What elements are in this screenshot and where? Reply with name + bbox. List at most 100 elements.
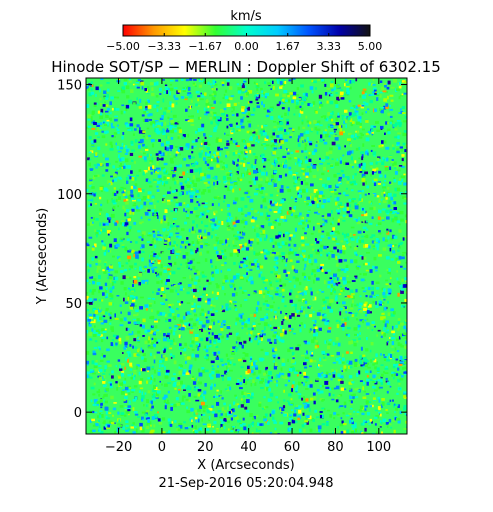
doppler-pixel	[204, 258, 208, 262]
doppler-pixel	[201, 308, 204, 312]
doppler-pixel	[305, 188, 309, 193]
doppler-pixel	[403, 395, 406, 399]
doppler-pixel	[92, 245, 95, 249]
doppler-pixel	[254, 158, 257, 161]
doppler-pixel	[268, 295, 273, 297]
doppler-pixel	[92, 403, 97, 406]
doppler-pixel	[355, 253, 358, 256]
doppler-pixel	[102, 223, 106, 226]
doppler-pixel	[356, 340, 359, 343]
doppler-pixel	[269, 193, 274, 197]
doppler-pixel	[288, 251, 291, 255]
doppler-pixel	[347, 295, 351, 298]
doppler-pixel	[375, 161, 378, 165]
doppler-pixel	[303, 306, 306, 309]
doppler-pixel	[337, 249, 339, 253]
doppler-pixel	[201, 139, 205, 143]
doppler-pixel	[360, 364, 365, 367]
doppler-pixel	[187, 86, 191, 91]
doppler-pixel	[252, 163, 255, 166]
doppler-pixel	[262, 408, 265, 410]
doppler-pixel	[218, 138, 222, 143]
doppler-pixel	[129, 353, 131, 357]
doppler-pixel	[127, 174, 131, 177]
doppler-pixel	[227, 207, 230, 211]
doppler-pixel	[303, 254, 306, 258]
doppler-pixel	[298, 405, 302, 410]
doppler-pixel	[327, 345, 331, 350]
doppler-pixel	[125, 420, 129, 423]
doppler-pixel	[240, 261, 244, 264]
doppler-pixel	[142, 189, 145, 193]
doppler-pixel	[100, 203, 103, 207]
doppler-pixel	[385, 91, 388, 94]
doppler-pixel	[269, 283, 272, 287]
doppler-pixel	[305, 402, 308, 407]
doppler-pixel	[240, 231, 243, 235]
doppler-pixel	[92, 372, 97, 375]
doppler-pixel	[372, 358, 375, 361]
doppler-pixel	[217, 123, 219, 126]
doppler-pixel	[389, 243, 393, 248]
doppler-pixel	[310, 183, 314, 187]
doppler-pixel	[304, 199, 307, 201]
doppler-pixel	[373, 125, 376, 128]
doppler-pixel	[350, 403, 353, 406]
doppler-pixel	[358, 116, 362, 120]
doppler-pixel	[280, 216, 284, 219]
doppler-pixel	[95, 423, 99, 427]
doppler-pixel	[361, 156, 364, 161]
doppler-pixel	[364, 193, 367, 196]
doppler-pixel	[139, 426, 143, 431]
doppler-pixel	[336, 263, 339, 267]
doppler-pixel	[270, 174, 275, 178]
doppler-pixel	[208, 345, 212, 347]
doppler-pixel	[204, 300, 209, 303]
doppler-pixel	[184, 243, 188, 246]
doppler-pixel	[204, 144, 207, 148]
doppler-pixel	[284, 305, 287, 308]
doppler-pixel	[157, 122, 162, 126]
doppler-pixel	[153, 180, 158, 183]
doppler-pixel	[228, 428, 230, 431]
doppler-pixel	[187, 92, 192, 95]
doppler-pixel	[297, 417, 300, 421]
doppler-pixel	[166, 177, 170, 179]
doppler-pixel	[172, 217, 177, 220]
doppler-pixel	[140, 247, 142, 249]
doppler-pixel	[124, 345, 128, 349]
doppler-pixel	[304, 96, 308, 99]
doppler-pixel	[221, 286, 225, 290]
doppler-pixel	[121, 157, 125, 161]
doppler-pixel	[197, 290, 199, 292]
doppler-pixel	[192, 82, 195, 85]
doppler-pixel	[348, 132, 352, 136]
doppler-pixel	[201, 213, 204, 216]
doppler-pixel	[120, 391, 125, 395]
doppler-pixel	[188, 155, 191, 158]
doppler-pixel	[380, 125, 384, 129]
doppler-pixel	[193, 296, 198, 299]
doppler-pixel	[388, 83, 392, 86]
doppler-pixel	[294, 407, 299, 409]
doppler-pixel	[270, 271, 274, 274]
doppler-pixel	[93, 217, 96, 220]
doppler-pixel	[132, 133, 135, 136]
doppler-pixel	[188, 393, 191, 397]
doppler-pixel	[403, 404, 407, 407]
doppler-pixel	[173, 328, 177, 331]
doppler-pixel	[405, 220, 407, 224]
doppler-pixel	[214, 83, 218, 86]
doppler-pixel	[178, 423, 183, 427]
doppler-pixel	[348, 198, 352, 202]
doppler-pixel	[205, 111, 210, 114]
doppler-pixel	[204, 357, 209, 360]
doppler-pixel	[218, 153, 222, 157]
doppler-pixel	[236, 336, 241, 341]
doppler-pixel	[350, 340, 353, 344]
doppler-pixel	[269, 413, 272, 417]
doppler-pixel	[195, 399, 200, 402]
doppler-pixel	[335, 256, 338, 260]
doppler-pixel	[172, 355, 175, 358]
doppler-pixel	[294, 215, 298, 219]
